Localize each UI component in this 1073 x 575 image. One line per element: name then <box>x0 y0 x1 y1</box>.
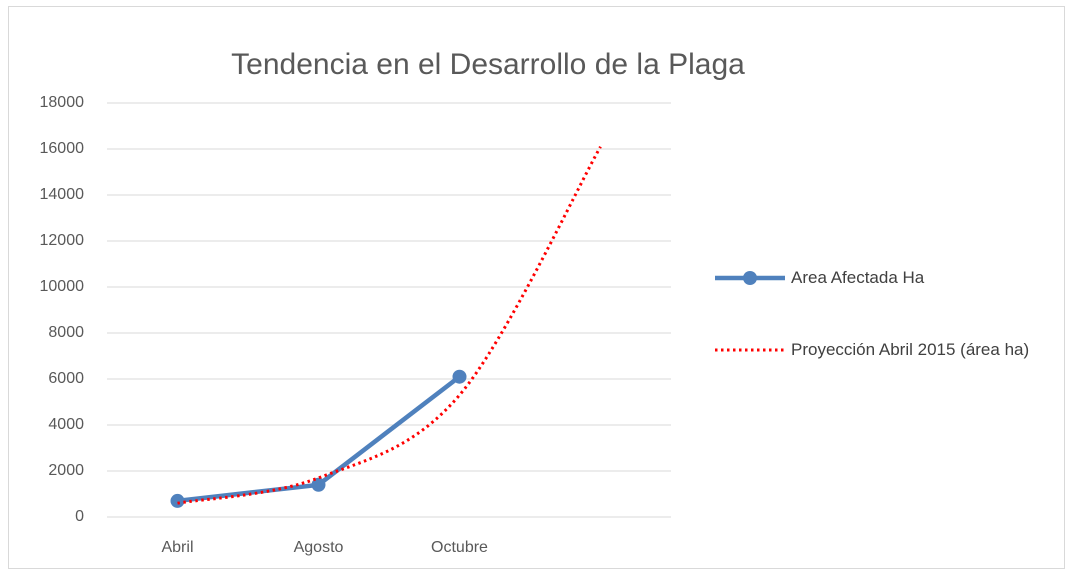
y-tick-label: 18000 <box>40 94 85 111</box>
y-tick-label: 0 <box>75 508 84 525</box>
legend-label: Area Afectada Ha <box>791 268 925 287</box>
y-tick-label: 4000 <box>48 416 84 433</box>
y-tick-label: 8000 <box>48 324 84 341</box>
y-tick-label: 14000 <box>40 186 85 203</box>
data-point <box>311 477 326 492</box>
data-point <box>452 369 467 384</box>
x-tick-label: Abril <box>161 539 193 556</box>
series-line <box>177 145 602 505</box>
y-tick-label: 12000 <box>40 232 85 249</box>
y-tick-label: 2000 <box>48 462 84 479</box>
legend-label: Proyección Abril 2015 (área ha) <box>791 340 1030 359</box>
y-tick-label: 6000 <box>48 370 84 387</box>
chart-title: Tendencia en el Desarrollo de la Plaga <box>231 48 745 81</box>
legend-marker <box>743 271 757 285</box>
x-tick-label: Agosto <box>294 539 344 556</box>
y-tick-label: 16000 <box>40 140 85 157</box>
y-tick-label: 10000 <box>40 278 85 295</box>
x-tick-label: Octubre <box>431 539 488 556</box>
data-point <box>170 493 185 508</box>
